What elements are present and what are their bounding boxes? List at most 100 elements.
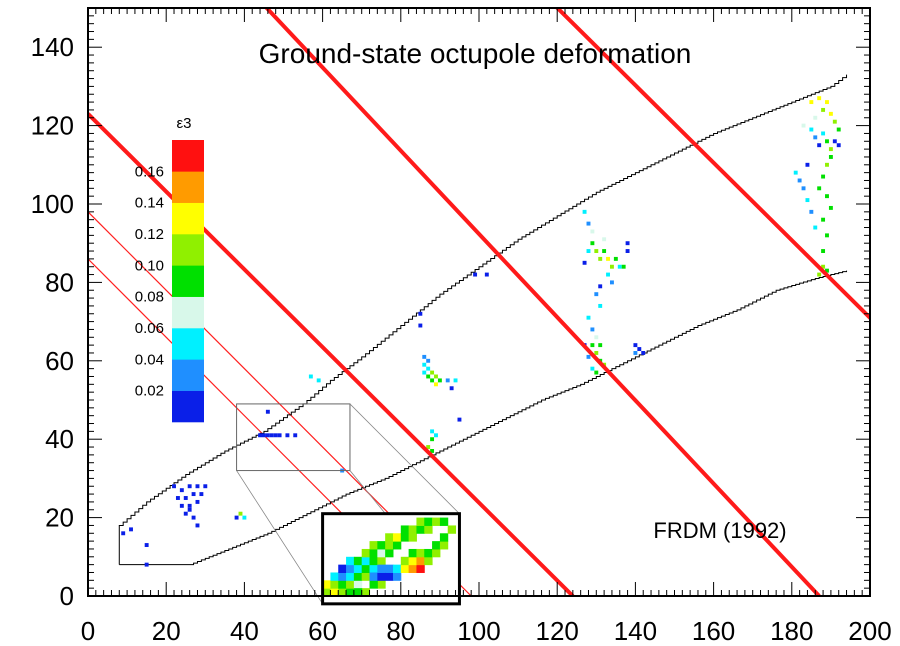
data-point bbox=[836, 143, 841, 148]
inset-cell bbox=[361, 588, 371, 597]
data-point bbox=[625, 241, 630, 246]
data-point bbox=[793, 170, 798, 175]
inset-cell bbox=[385, 541, 394, 550]
inset-cell bbox=[416, 548, 425, 558]
data-points bbox=[121, 96, 841, 567]
data-point bbox=[172, 484, 176, 489]
data-point bbox=[238, 511, 243, 516]
legend-label: 0.10 bbox=[135, 257, 164, 274]
data-point bbox=[129, 527, 133, 532]
inset-cell bbox=[377, 548, 386, 558]
data-point bbox=[179, 503, 184, 508]
data-point bbox=[453, 378, 458, 383]
inset-cell bbox=[385, 564, 394, 573]
data-point bbox=[277, 433, 282, 438]
legend-swatch bbox=[172, 296, 204, 329]
data-point bbox=[265, 433, 270, 438]
inset-cell bbox=[416, 525, 425, 534]
data-point bbox=[273, 433, 278, 438]
inset-cell bbox=[346, 580, 355, 589]
legend-symbol: ε3 bbox=[176, 115, 191, 132]
inset-cell bbox=[377, 556, 386, 566]
data-point bbox=[621, 264, 626, 269]
y-tick-label: 100 bbox=[31, 189, 74, 219]
data-point bbox=[430, 437, 435, 442]
data-point bbox=[484, 272, 489, 277]
data-point bbox=[821, 107, 826, 112]
data-point bbox=[422, 362, 427, 367]
inset-cell bbox=[424, 548, 433, 558]
data-point bbox=[426, 374, 431, 379]
data-point bbox=[261, 433, 266, 438]
legend-swatch bbox=[172, 390, 204, 423]
data-point bbox=[175, 496, 180, 500]
legend-label: 0.04 bbox=[135, 351, 164, 368]
data-point bbox=[422, 354, 427, 359]
data-point bbox=[586, 249, 591, 253]
data-point bbox=[606, 256, 610, 261]
data-point bbox=[617, 264, 622, 269]
data-point bbox=[805, 162, 810, 167]
data-point bbox=[836, 127, 841, 132]
data-point bbox=[586, 221, 591, 226]
data-point bbox=[825, 139, 829, 144]
y-tick-label: 120 bbox=[31, 111, 74, 141]
data-point bbox=[144, 562, 149, 567]
inset-cell bbox=[330, 572, 339, 581]
zoom-connector-line bbox=[236, 470, 323, 605]
legend-swatch bbox=[172, 234, 204, 266]
inset-frame bbox=[321, 512, 461, 606]
data-point bbox=[602, 249, 607, 253]
legend-swatch bbox=[172, 171, 204, 203]
legend-label: 0.16 bbox=[135, 163, 164, 180]
inset-cell bbox=[385, 548, 394, 558]
inset-cell bbox=[416, 556, 425, 566]
data-point bbox=[594, 292, 599, 297]
inset-cell bbox=[408, 564, 417, 573]
inset-cell bbox=[361, 572, 371, 581]
data-point bbox=[832, 139, 837, 144]
data-point bbox=[426, 358, 431, 363]
data-point bbox=[586, 315, 591, 320]
inset-cell bbox=[392, 533, 402, 542]
inset-cell bbox=[432, 541, 441, 550]
magic-lines-thick bbox=[88, 8, 870, 596]
data-point bbox=[430, 429, 435, 434]
data-point bbox=[195, 523, 200, 528]
inset-cell bbox=[353, 580, 363, 589]
inset-cell bbox=[432, 517, 441, 526]
legend-group: 0.02 0.04 0.06 0.08 0.10 0.12 0.14 0.16 ε3 bbox=[135, 115, 204, 423]
data-point bbox=[590, 229, 595, 234]
data-point bbox=[144, 543, 149, 547]
legend-swatch bbox=[172, 140, 204, 172]
magic-line-thick bbox=[88, 112, 575, 596]
inset-cell bbox=[346, 588, 355, 597]
data-point bbox=[813, 115, 818, 120]
data-point bbox=[582, 209, 587, 214]
data-point bbox=[242, 515, 247, 520]
data-point bbox=[825, 268, 829, 273]
data-point bbox=[801, 123, 806, 128]
chart-annotation: FRDM (1992) bbox=[653, 518, 786, 543]
data-point bbox=[609, 264, 614, 269]
legend-label: 0.14 bbox=[135, 195, 164, 212]
data-point bbox=[817, 96, 822, 101]
data-point bbox=[187, 484, 192, 489]
data-point bbox=[817, 143, 822, 148]
data-point bbox=[828, 111, 833, 116]
y-tick-label: 80 bbox=[45, 267, 74, 297]
data-point bbox=[285, 433, 290, 438]
data-point bbox=[449, 386, 454, 391]
inset-cell bbox=[338, 572, 347, 581]
inset-cell bbox=[408, 533, 417, 542]
data-point bbox=[316, 378, 321, 383]
data-point bbox=[426, 366, 431, 371]
x-tick-label: 40 bbox=[230, 616, 259, 646]
data-point bbox=[598, 256, 603, 261]
inset-cell bbox=[432, 548, 441, 558]
inset-cell bbox=[439, 517, 449, 526]
inset-cell bbox=[377, 580, 386, 589]
inset-cell bbox=[361, 548, 371, 558]
inset-cell bbox=[424, 556, 433, 566]
